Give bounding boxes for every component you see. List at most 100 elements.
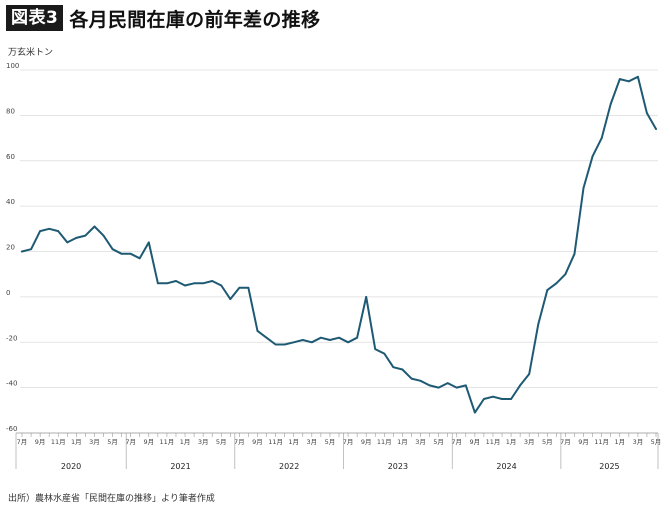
y-tick-label: -20 (6, 334, 17, 342)
data-point (265, 336, 268, 339)
data-point (184, 284, 186, 287)
x-tick-label: 5月 (325, 438, 336, 446)
data-point (329, 339, 331, 341)
x-tick-label: 1月 (71, 438, 82, 446)
data-point (75, 236, 78, 239)
data-point (365, 295, 368, 298)
data-point (102, 234, 105, 237)
x-tick-label: 7月 (234, 438, 245, 446)
x-tick-label: 1月 (288, 438, 299, 446)
data-point (347, 341, 349, 344)
x-tick-label: 9月 (143, 438, 154, 446)
data-point (419, 379, 422, 382)
data-point (21, 250, 23, 253)
data-point (446, 382, 449, 384)
data-point (627, 80, 630, 83)
data-point (546, 289, 549, 291)
data-point (57, 230, 60, 232)
y-tick-label: 100 (6, 62, 19, 70)
x-tick-label: 5月 (433, 438, 444, 446)
data-point (39, 230, 42, 232)
x-tick-label: 1月 (614, 438, 625, 446)
x-tick-label: 9月 (252, 438, 263, 446)
data-point (646, 112, 648, 115)
y-axis-ticks: -60 -40 -20 0 20 40 60 80 100 (6, 62, 19, 433)
data-point (138, 257, 141, 260)
data-point (30, 248, 32, 251)
data-point (120, 252, 123, 255)
data-point (301, 339, 304, 341)
data-point (156, 282, 159, 285)
y-tick-label: 60 (6, 153, 15, 161)
x-tick-label: 11月 (377, 438, 392, 446)
x-tick-label: 7月 (125, 438, 136, 446)
data-point (374, 348, 377, 350)
data-point (338, 336, 340, 339)
data-point (510, 398, 512, 400)
data-point (528, 373, 531, 375)
x-tick-label: 11月 (51, 438, 66, 446)
data-point (166, 282, 168, 285)
x-tick-label: 5月 (542, 438, 553, 446)
data-point (591, 155, 594, 158)
data-point (655, 128, 657, 130)
data-point (147, 241, 150, 244)
data-point (247, 286, 250, 289)
y-tick-label: 80 (6, 107, 15, 115)
data-point (537, 323, 540, 325)
data-point (410, 377, 413, 380)
data-point (319, 336, 322, 339)
x-tick-label: 9月 (470, 438, 481, 446)
data-point (48, 227, 51, 230)
data-point (111, 248, 114, 251)
series-group (21, 75, 657, 414)
x-tick-label: 9月 (361, 438, 372, 446)
x-tick-label: 1月 (506, 438, 517, 446)
data-point (202, 282, 205, 285)
x-tick-label: 9月 (35, 438, 46, 446)
data-point (483, 398, 485, 400)
data-point (618, 78, 621, 80)
data-point (492, 395, 494, 398)
x-tick-label: 11月 (160, 438, 175, 446)
chart-title: 各月民間在庫の前年差の推移 (69, 8, 321, 31)
gridlines (20, 69, 658, 434)
x-tick-label: 5月 (651, 438, 662, 446)
year-label: 2024 (496, 462, 516, 471)
year-label: 2020 (61, 462, 81, 471)
data-point (229, 298, 232, 301)
data-point (555, 282, 558, 285)
series-line (21, 75, 657, 414)
x-tick-label: 11月 (594, 438, 609, 446)
y-tick-label: 40 (6, 198, 15, 206)
x-tick-label: 7月 (560, 438, 571, 446)
data-point (473, 411, 476, 414)
data-point (238, 286, 241, 289)
y-tick-label: -40 (6, 380, 17, 388)
data-point (283, 343, 286, 346)
x-tick-label: 3月 (524, 438, 535, 446)
x-tick-label: 3月 (198, 438, 209, 446)
year-label: 2022 (279, 462, 299, 471)
data-point (175, 280, 177, 282)
y-tick-label: -60 (6, 425, 17, 433)
x-tick-label: 11月 (268, 438, 283, 446)
x-tick-label: 7月 (451, 438, 462, 446)
x-tick-label: 3月 (307, 438, 318, 446)
x-tick-label: 3月 (89, 438, 100, 446)
data-point (401, 368, 404, 371)
x-tick-label: 7月 (17, 438, 28, 446)
data-point (636, 75, 639, 78)
year-label: 2023 (388, 462, 408, 471)
year-label: 2025 (599, 462, 619, 471)
data-point (193, 282, 195, 285)
x-tick-label: 11月 (486, 438, 501, 446)
x-tick-label: 3月 (415, 438, 426, 446)
data-point (437, 386, 440, 389)
year-label: 2021 (170, 462, 190, 471)
data-point (501, 398, 503, 400)
data-point (220, 284, 223, 287)
data-point (564, 273, 567, 276)
y-tick-label: 0 (6, 289, 10, 297)
